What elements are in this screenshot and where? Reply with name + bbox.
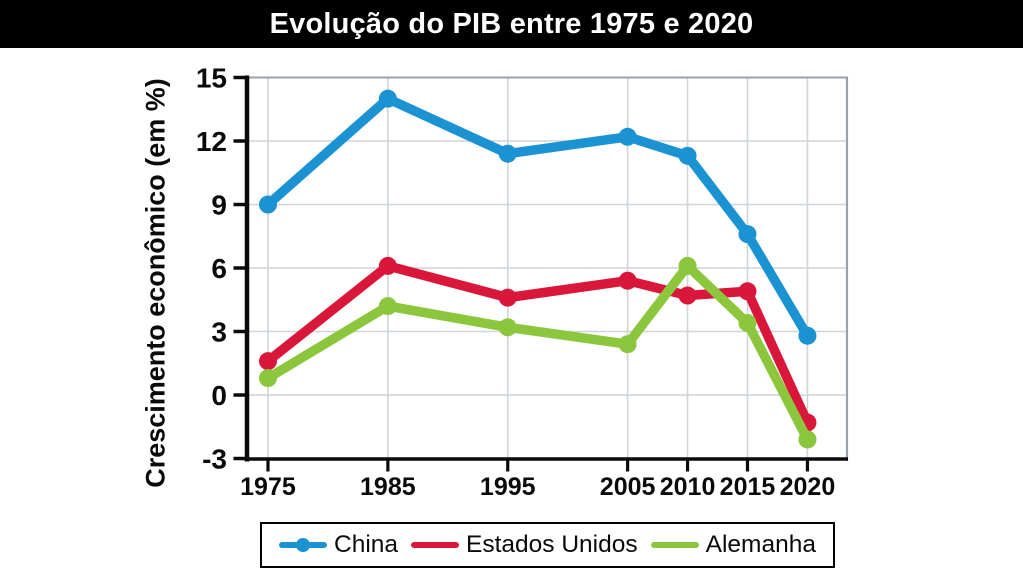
data-point [378,89,397,108]
chart-title: Evolução do PIB entre 1975 e 2020 [269,7,754,40]
legend-label-alemanha: Alemanha [705,530,816,558]
legend: China Estados Unidos Alemanha [260,522,835,568]
legend-marker-dot-icon [296,538,311,552]
data-point [618,271,637,290]
y-tick-label: 3 [211,317,227,348]
data-point [738,282,757,301]
y-tick-label: 9 [211,190,227,221]
y-tick-label: 15 [196,63,227,94]
x-axis: 1975 1985 1995 2005 2010 2015 2020 [240,459,835,501]
data-point [378,256,397,275]
legend-item-china: China [279,530,399,558]
data-point [498,288,517,307]
data-point [678,286,697,305]
data-point [258,195,277,214]
legend-item-alemanha: Alemanha [650,530,816,558]
x-tick-label: 2005 [600,473,656,501]
y-tick-label: 0 [211,380,227,411]
x-tick-label: 2010 [660,473,716,501]
data-point [678,256,697,275]
data-point [498,144,517,163]
y-tick-label: -3 [202,444,227,475]
data-point [378,297,397,316]
legend-label-china: China [334,530,399,558]
series-china [258,89,817,345]
legend-item-estados-unidos: Estados Unidos [411,530,638,558]
x-tick-label: 1975 [240,473,296,501]
y-axis-title: Crescimento econômico (em %) [140,78,171,488]
legend-line-alemanha-icon [650,542,699,548]
data-point [618,335,637,354]
series-estados-unidos [258,256,817,432]
gridlines [247,77,847,460]
plot-frame [247,76,849,461]
series-alemanha [258,256,817,449]
data-point [738,314,757,333]
data-point [798,326,817,345]
y-axis: 15 12 9 6 3 0 -3 [196,63,247,475]
data-point [498,318,517,337]
data-point [258,369,277,388]
y-tick-label: 12 [196,126,227,157]
y-tick-label: 6 [211,253,227,284]
data-point [738,225,757,244]
data-point [258,352,277,371]
legend-label-estados-unidos: Estados Unidos [466,530,638,558]
data-point [678,146,697,165]
x-tick-label: 2015 [720,473,776,501]
title-bar: Evolução do PIB entre 1975 e 2020 [0,0,1023,48]
x-tick-label: 2020 [780,473,836,501]
x-tick-label: 1995 [480,473,536,501]
legend-line-estados-unidos-icon [411,542,460,548]
data-point [798,430,817,449]
data-point [618,127,637,146]
x-tick-label: 1985 [360,473,416,501]
legend-line-china-icon [279,538,328,552]
